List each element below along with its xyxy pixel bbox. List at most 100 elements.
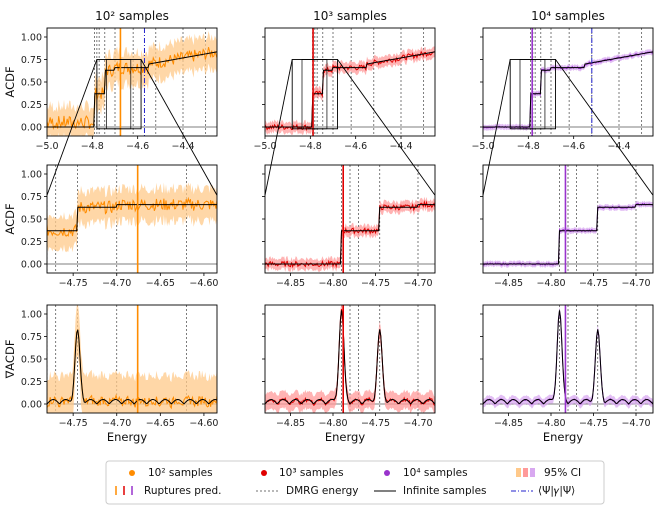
panel-r2-c0: 0.00 0.25 0.50 0.75 1.00 −4.75 −4.70 −4.65 −4.60… <box>3 304 218 444</box>
x-tick-label: −4.8 <box>81 141 104 152</box>
panel-r0-c2: −5.0 −4.8 −4.6 −4.4 10⁴ samples <box>471 9 654 152</box>
x-tick-label: −4.75 <box>579 418 608 429</box>
column-title: 10² samples <box>95 9 169 23</box>
x-tick-label: −4.4 <box>171 141 194 152</box>
legend-marker-1000 <box>261 470 267 476</box>
y-tick-label: 0.25 <box>21 100 42 111</box>
x-tick-label: −4.8 <box>517 141 540 152</box>
infinite-samples-curve <box>47 51 217 128</box>
infinite-samples-curve <box>265 204 435 265</box>
zoom-connector-layer <box>46 59 654 196</box>
panel-r2-c2: −4.85 −4.80 −4.75 −4.70 Energy <box>480 304 654 444</box>
legend-label-100: 10² samples <box>148 467 213 479</box>
legend-label-10000: 10⁴ samples <box>403 467 468 479</box>
plot-area <box>265 305 435 413</box>
x-tick-label: −4.70 <box>102 418 131 429</box>
x-tick-label: −4.80 <box>536 278 565 289</box>
legend-ci-swatch <box>523 468 528 477</box>
x-tick-label: −4.6 <box>344 141 367 152</box>
x-tick-label: −4.70 <box>403 278 432 289</box>
panel-r0-c0: 0.00 0.25 0.50 0.75 1.00 −5.0 −4.8 −4.6 −4.4 10² … <box>3 9 218 152</box>
panel-r1-c2: −4.85 −4.80 −4.75 −4.70 <box>480 164 654 289</box>
legend-label-1000: 10³ samples <box>279 467 344 479</box>
sample-curve <box>47 196 217 237</box>
x-tick-label: −4.70 <box>403 418 432 429</box>
infinite-samples-curve <box>483 310 653 405</box>
y-tick-label: 0.50 <box>21 354 42 365</box>
y-tick-label: 0.00 <box>21 399 42 410</box>
panels-layer: 0.00 0.25 0.50 0.75 1.00 −5.0 −4.8 −4.6 −4.4 10² … <box>3 9 654 444</box>
plot-area <box>483 305 653 413</box>
x-tick-label: −4.85 <box>494 418 523 429</box>
zoom-connector <box>337 59 436 196</box>
zoom-connector <box>46 59 98 196</box>
x-tick-label: −5.0 <box>253 141 276 152</box>
plot-area <box>483 28 653 136</box>
plot-area <box>47 28 217 136</box>
y-axis-label: ∇ACDF <box>3 340 17 380</box>
zoom-box-inner <box>301 59 328 130</box>
sample-curve <box>265 200 435 269</box>
y-tick-label: 0.75 <box>21 55 42 66</box>
infinite-samples-curve <box>47 204 217 232</box>
legend-frame <box>105 460 605 505</box>
ci-band <box>47 182 217 253</box>
ci-band <box>483 306 653 410</box>
ci-band <box>483 48 653 131</box>
panel-r0-c1: −5.0 −4.8 −4.6 −4.4 10³ samples <box>253 9 436 152</box>
zoom-connector <box>482 59 511 196</box>
y-tick-label: 1.00 <box>21 32 42 43</box>
column-title: 10³ samples <box>313 9 387 23</box>
ci-band <box>265 196 435 273</box>
x-tick-label: −4.4 <box>389 141 412 152</box>
legend-label-ci: 95% CI <box>544 467 581 479</box>
plot-area <box>47 165 217 273</box>
y-tick-label: 0.25 <box>21 237 42 248</box>
plot-area <box>265 165 435 273</box>
y-tick-label: 0.00 <box>21 259 42 270</box>
x-tick-label: −4.4 <box>607 141 630 152</box>
axes-frame <box>482 27 654 137</box>
ci-band <box>265 46 435 135</box>
x-tick-label: −4.70 <box>621 278 650 289</box>
y-axis-label: ACDF <box>3 203 17 234</box>
panel-r1-c1: −4.85 −4.80 −4.75 −4.70 <box>262 164 436 289</box>
y-tick-label: 1.00 <box>21 169 42 180</box>
zoom-connector <box>140 59 218 196</box>
x-tick-label: −4.75 <box>361 278 390 289</box>
x-tick-label: −4.85 <box>276 278 305 289</box>
legend-label-dmrg: DMRG energy <box>286 485 359 497</box>
ci-band <box>47 305 217 413</box>
legend: 10² samples 10³ samples 10⁴ samples 95% CI R… <box>105 460 605 505</box>
legend-ci-swatch <box>530 468 535 477</box>
zoom-box-inner <box>106 59 132 130</box>
y-tick-label: 0.75 <box>21 192 42 203</box>
ci-band <box>47 30 217 136</box>
infinite-samples-curve <box>47 329 217 405</box>
x-tick-label: −4.75 <box>59 418 88 429</box>
x-tick-label: −4.65 <box>146 278 175 289</box>
x-tick-label: −4.70 <box>102 278 131 289</box>
x-tick-label: −4.85 <box>494 278 523 289</box>
infinite-samples-curve <box>483 204 653 265</box>
x-tick-label: −4.6 <box>126 141 149 152</box>
axes-frame <box>264 27 436 137</box>
y-tick-label: 0.25 <box>21 377 42 388</box>
x-tick-label: −5.0 <box>471 141 494 152</box>
ci-band <box>483 200 653 268</box>
x-tick-label: −4.6 <box>562 141 585 152</box>
legend-marker-100 <box>129 470 135 476</box>
infinite-samples-curve <box>265 51 435 128</box>
ci-band <box>265 305 435 413</box>
x-tick-label: −4.70 <box>621 418 650 429</box>
infinite-samples-curve <box>483 51 653 128</box>
y-axis-label: ACDF <box>3 66 17 97</box>
x-tick-label: −5.0 <box>35 141 58 152</box>
plot-area <box>265 28 435 136</box>
x-axis-label: Energy <box>543 430 583 444</box>
plot-area <box>47 305 217 413</box>
y-tick-label: 0.75 <box>21 332 42 343</box>
panel-r2-c1: −4.85 −4.80 −4.75 −4.70 Energy <box>262 304 436 444</box>
legend-ci-swatch <box>516 468 521 477</box>
